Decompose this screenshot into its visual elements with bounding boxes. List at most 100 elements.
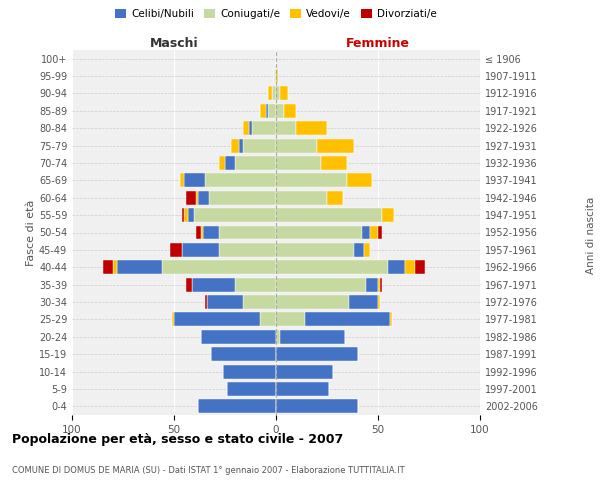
Bar [280,330,346,344]
Bar [117,260,162,274]
Bar [362,226,370,239]
Bar [209,191,276,204]
Bar [276,69,278,83]
Bar [182,208,184,222]
Bar [321,156,347,170]
Bar [251,122,276,135]
Bar [404,260,415,274]
Bar [378,295,380,309]
Bar [276,347,358,361]
Bar [364,243,370,257]
Bar [231,138,239,152]
Bar [225,156,235,170]
Bar [388,260,404,274]
Bar [347,174,372,188]
Bar [199,191,209,204]
Bar [390,312,392,326]
Bar [180,174,184,188]
Bar [276,156,321,170]
Bar [196,191,199,204]
Bar [276,260,388,274]
Bar [276,191,327,204]
Bar [206,295,244,309]
Bar [276,278,366,291]
Bar [276,122,296,135]
Bar [276,243,353,257]
Bar [235,278,276,291]
Bar [260,312,276,326]
Bar [113,260,117,274]
Bar [244,138,276,152]
Bar [219,226,276,239]
Bar [200,330,276,344]
Bar [194,208,276,222]
Bar [276,226,362,239]
Text: Popolazione per età, sesso e stato civile - 2007: Popolazione per età, sesso e stato civil… [12,432,343,446]
Bar [370,226,378,239]
Bar [382,208,394,222]
Bar [235,156,276,170]
Bar [250,122,251,135]
Bar [244,122,250,135]
Bar [199,400,276,413]
Bar [266,104,268,118]
Bar [227,382,276,396]
Bar [260,104,266,118]
Bar [280,86,288,101]
Bar [366,278,378,291]
Bar [184,174,205,188]
Bar [276,104,284,118]
Bar [162,260,276,274]
Bar [268,86,272,101]
Bar [205,295,206,309]
Text: Anni di nascita: Anni di nascita [586,196,596,274]
Bar [284,104,296,118]
Bar [182,243,219,257]
Bar [296,122,327,135]
Bar [276,208,382,222]
Bar [276,382,329,396]
Legend: Celibi/Nubili, Coniugati/e, Vedovi/e, Divorziati/e: Celibi/Nubili, Coniugati/e, Vedovi/e, Di… [111,5,441,24]
Bar [276,86,280,101]
Bar [276,174,347,188]
Bar [188,208,194,222]
Bar [103,260,113,274]
Bar [219,156,225,170]
Bar [274,69,276,83]
Bar [272,86,276,101]
Bar [219,243,276,257]
Text: Femmine: Femmine [346,37,410,50]
Bar [327,191,343,204]
Bar [378,278,380,291]
Bar [193,278,235,291]
Text: COMUNE DI DOMUS DE MARIA (SU) - Dati ISTAT 1° gennaio 2007 - Elaborazione TUTTIT: COMUNE DI DOMUS DE MARIA (SU) - Dati IST… [12,466,404,475]
Bar [276,295,349,309]
Bar [276,364,333,378]
Bar [184,208,188,222]
Bar [305,312,390,326]
Bar [268,104,276,118]
Bar [200,226,203,239]
Bar [196,226,200,239]
Bar [205,174,276,188]
Bar [172,312,174,326]
Bar [203,226,219,239]
Bar [353,243,364,257]
Bar [317,138,353,152]
Bar [186,191,196,204]
Text: Maschi: Maschi [149,37,199,50]
Bar [174,312,260,326]
Bar [239,138,244,152]
Bar [276,330,280,344]
Bar [349,295,378,309]
Bar [211,347,276,361]
Bar [380,278,382,291]
Bar [223,364,276,378]
Bar [244,295,276,309]
Bar [415,260,425,274]
Bar [276,138,317,152]
Y-axis label: Fasce di età: Fasce di età [26,200,36,266]
Bar [276,400,358,413]
Bar [186,278,193,291]
Bar [170,243,182,257]
